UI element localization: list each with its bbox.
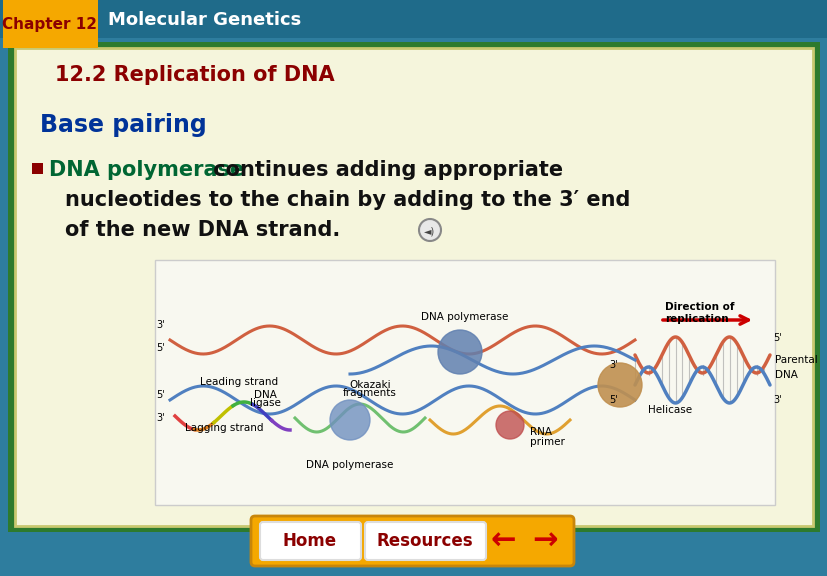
Circle shape bbox=[420, 221, 438, 239]
Text: Chapter 12: Chapter 12 bbox=[2, 17, 98, 32]
Text: primer: primer bbox=[529, 437, 564, 447]
Text: Leading strand: Leading strand bbox=[200, 377, 278, 387]
Text: 3': 3' bbox=[156, 413, 165, 423]
Text: DNA polymerase: DNA polymerase bbox=[306, 460, 393, 470]
FancyBboxPatch shape bbox=[3, 0, 98, 48]
Text: 12.2 Replication of DNA: 12.2 Replication of DNA bbox=[55, 65, 334, 85]
Text: 3': 3' bbox=[609, 360, 617, 370]
Text: 3': 3' bbox=[156, 320, 165, 330]
Text: nucleotides to the chain by adding to the 3′ end: nucleotides to the chain by adding to th… bbox=[65, 190, 629, 210]
Text: replication: replication bbox=[664, 314, 728, 324]
Text: 5': 5' bbox=[156, 390, 165, 400]
Text: Lagging strand: Lagging strand bbox=[184, 423, 263, 433]
FancyBboxPatch shape bbox=[365, 522, 485, 560]
Text: Parental: Parental bbox=[774, 355, 817, 365]
Circle shape bbox=[495, 411, 523, 439]
Text: Base pairing: Base pairing bbox=[40, 113, 207, 137]
Text: ◄): ◄) bbox=[424, 226, 435, 236]
Text: 5': 5' bbox=[609, 395, 617, 405]
Text: DNA polymerase: DNA polymerase bbox=[421, 312, 508, 322]
Circle shape bbox=[597, 363, 641, 407]
Text: fragments: fragments bbox=[342, 388, 396, 398]
FancyBboxPatch shape bbox=[32, 163, 43, 174]
Text: RNA: RNA bbox=[529, 427, 552, 437]
Circle shape bbox=[437, 330, 481, 374]
FancyBboxPatch shape bbox=[260, 522, 361, 560]
Text: Resources: Resources bbox=[376, 532, 473, 550]
FancyBboxPatch shape bbox=[251, 516, 573, 566]
Text: Helicase: Helicase bbox=[648, 405, 691, 415]
FancyBboxPatch shape bbox=[15, 48, 812, 526]
Circle shape bbox=[330, 400, 370, 440]
Text: continues adding appropriate: continues adding appropriate bbox=[206, 160, 562, 180]
Text: 5': 5' bbox=[156, 343, 165, 353]
Text: Okazaki: Okazaki bbox=[349, 380, 390, 390]
Text: 3': 3' bbox=[772, 395, 781, 405]
Text: DNA polymerase: DNA polymerase bbox=[49, 160, 244, 180]
Text: DNA: DNA bbox=[774, 370, 797, 380]
FancyBboxPatch shape bbox=[0, 0, 827, 38]
FancyBboxPatch shape bbox=[8, 42, 819, 532]
Text: Home: Home bbox=[283, 532, 337, 550]
Text: Molecular Genetics: Molecular Genetics bbox=[108, 11, 301, 29]
Circle shape bbox=[418, 219, 441, 241]
Text: 5': 5' bbox=[772, 333, 781, 343]
FancyBboxPatch shape bbox=[155, 260, 774, 505]
Text: of the new DNA strand.: of the new DNA strand. bbox=[65, 220, 340, 240]
Text: DNA: DNA bbox=[253, 390, 276, 400]
Text: ligase: ligase bbox=[249, 398, 280, 408]
Text: Direction of: Direction of bbox=[664, 302, 734, 312]
Text: →: → bbox=[532, 526, 557, 555]
Text: ←: ← bbox=[490, 526, 515, 555]
